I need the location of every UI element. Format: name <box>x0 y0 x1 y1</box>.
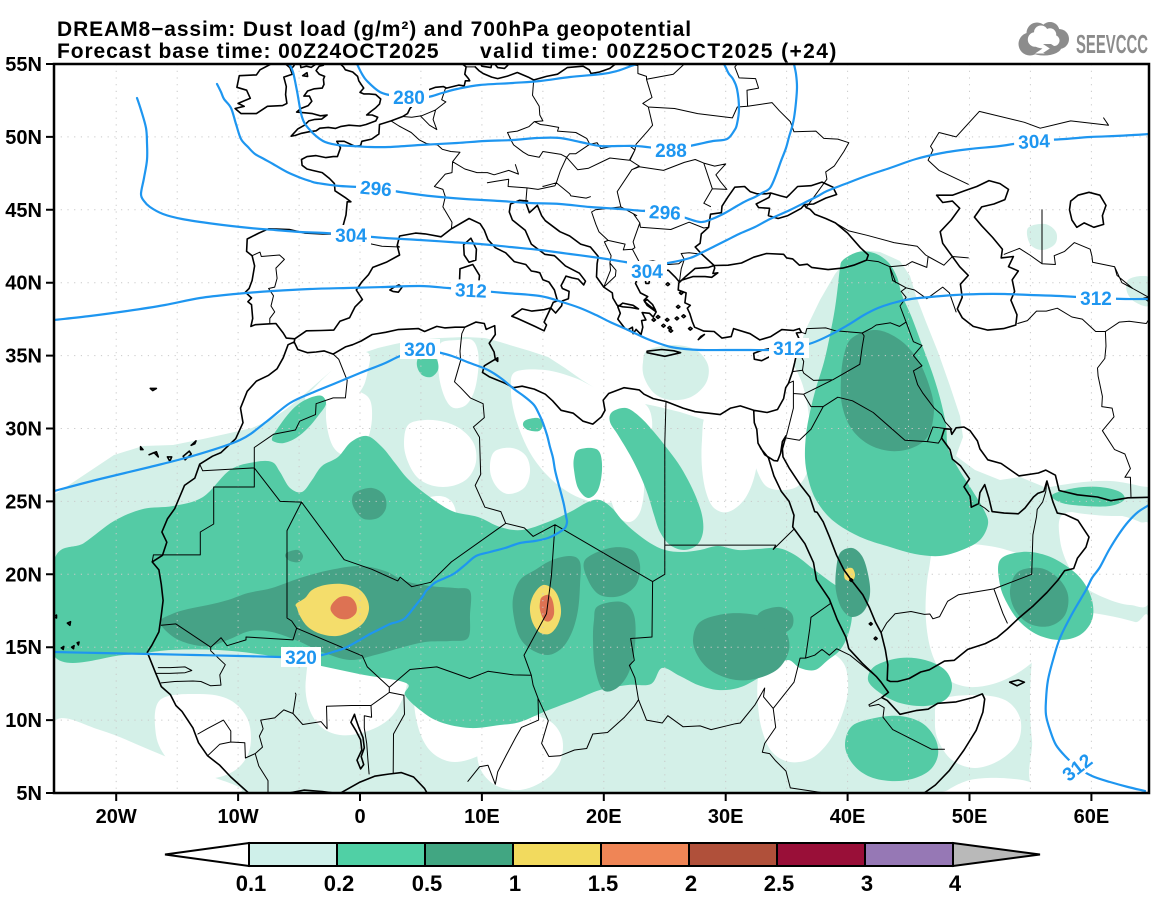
svg-text:valid time: 00Z25OCT2025 (+24): valid time: 00Z25OCT2025 (+24) <box>480 40 838 63</box>
svg-text:SEEVCCC: SEEVCCC <box>1076 29 1148 59</box>
svg-text:304: 304 <box>631 262 663 283</box>
svg-text:20N: 20N <box>5 564 42 586</box>
svg-text:3: 3 <box>861 871 873 896</box>
svg-text:40E: 40E <box>830 806 866 828</box>
svg-text:296: 296 <box>649 202 682 225</box>
svg-text:10W: 10W <box>218 806 259 828</box>
svg-text:312: 312 <box>773 339 805 360</box>
svg-text:DREAM8−assim: Dust load (g/m²): DREAM8−assim: Dust load (g/m²) and 700hP… <box>57 18 692 41</box>
svg-text:0.5: 0.5 <box>412 871 443 896</box>
svg-text:15N: 15N <box>5 637 42 659</box>
svg-text:35N: 35N <box>5 346 42 368</box>
svg-text:20W: 20W <box>96 806 137 828</box>
svg-text:0.2: 0.2 <box>324 871 355 896</box>
svg-text:304: 304 <box>335 226 367 247</box>
svg-text:0.1: 0.1 <box>236 871 267 896</box>
svg-text:312: 312 <box>455 280 488 303</box>
svg-text:320: 320 <box>285 648 317 669</box>
svg-text:1: 1 <box>509 871 521 896</box>
svg-text:55N: 55N <box>5 54 42 76</box>
svg-text:40N: 40N <box>5 273 42 295</box>
svg-text:30N: 30N <box>5 419 42 441</box>
svg-text:25N: 25N <box>5 491 42 513</box>
svg-text:10N: 10N <box>5 710 42 732</box>
svg-text:45N: 45N <box>5 200 42 222</box>
svg-text:Forecast base time: 00Z24OCT20: Forecast base time: 00Z24OCT2025 <box>57 40 439 63</box>
svg-text:60E: 60E <box>1074 806 1110 828</box>
svg-text:30E: 30E <box>708 806 744 828</box>
svg-text:0: 0 <box>354 806 365 828</box>
svg-text:296: 296 <box>359 178 392 202</box>
svg-text:2.5: 2.5 <box>764 871 795 896</box>
svg-text:5N: 5N <box>16 783 42 805</box>
svg-text:4: 4 <box>949 871 962 896</box>
svg-text:312: 312 <box>1080 289 1112 310</box>
svg-text:50N: 50N <box>5 127 42 149</box>
svg-text:280: 280 <box>393 88 425 109</box>
svg-text:2: 2 <box>685 871 697 896</box>
svg-text:50E: 50E <box>952 806 988 828</box>
svg-text:288: 288 <box>655 141 687 162</box>
svg-text:20E: 20E <box>586 806 622 828</box>
svg-text:10E: 10E <box>464 806 500 828</box>
svg-text:304: 304 <box>1018 131 1051 154</box>
svg-text:1.5: 1.5 <box>588 871 619 896</box>
svg-text:320: 320 <box>404 340 436 361</box>
